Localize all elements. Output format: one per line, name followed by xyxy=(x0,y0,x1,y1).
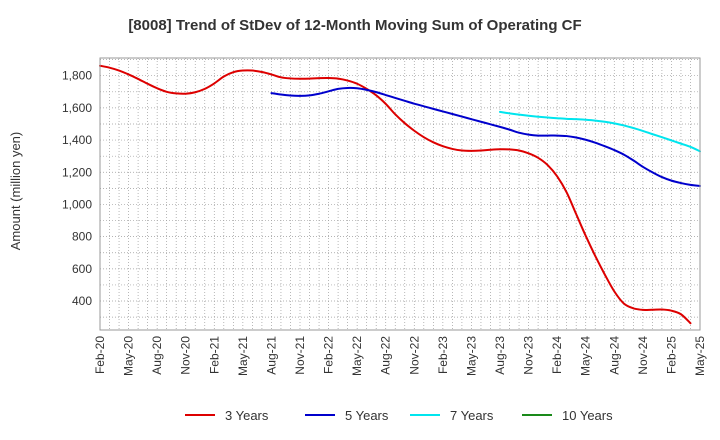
legend: 3 Years 5 Years 7 Years 10 Years xyxy=(185,408,613,423)
y-tick-label: 1,800 xyxy=(62,69,92,83)
y-tick-label: 1,200 xyxy=(62,165,92,179)
legend-label: 7 Years xyxy=(450,408,494,423)
x-tick-label: Nov-24 xyxy=(636,336,650,375)
y-tick-label: 1,600 xyxy=(62,101,92,115)
series-line-3-years xyxy=(99,64,692,325)
x-tick-label: Aug-22 xyxy=(379,336,393,375)
y-tick-label: 400 xyxy=(72,294,92,308)
x-tick-label: Feb-21 xyxy=(207,336,221,374)
plot-area xyxy=(99,57,701,331)
x-tick-label: Nov-20 xyxy=(179,336,193,375)
x-tick-label: Nov-22 xyxy=(407,336,421,375)
x-tick-label: Nov-23 xyxy=(522,336,536,375)
plot-frame xyxy=(99,57,701,331)
x-tick-label: Aug-23 xyxy=(493,336,507,375)
series-line-7-years xyxy=(499,110,701,153)
x-tick-label: May-20 xyxy=(122,336,136,376)
legend-item: 10 Years xyxy=(522,408,613,423)
x-tick-label: May-21 xyxy=(236,336,250,376)
x-tick-label: May-22 xyxy=(350,336,364,376)
x-tick-label: Feb-24 xyxy=(550,336,564,374)
series-line-5-years xyxy=(270,86,701,187)
x-tick-label: May-23 xyxy=(464,336,478,376)
gridlines xyxy=(100,58,700,330)
x-tick-label: Aug-24 xyxy=(607,336,621,375)
legend-item: 7 Years xyxy=(410,408,494,423)
x-tick-label: May-25 xyxy=(693,336,707,376)
legend-label: 10 Years xyxy=(562,408,613,423)
y-tick-label: 1,000 xyxy=(62,197,92,211)
legend-label: 5 Years xyxy=(345,408,389,423)
legend-label: 3 Years xyxy=(225,408,269,423)
legend-item: 5 Years xyxy=(305,408,389,423)
x-tick-label: May-24 xyxy=(579,336,593,376)
series-lines xyxy=(99,64,701,325)
x-tick-label: Aug-21 xyxy=(264,336,278,375)
y-tick-label: 800 xyxy=(72,230,92,244)
y-tick-label: 600 xyxy=(72,262,92,276)
x-tick-label: Nov-21 xyxy=(293,336,307,375)
x-axis-ticks: Feb-20 May-20 Aug-20 Nov-20 Feb-21 May-21 Aug-… xyxy=(93,336,707,376)
x-tick-label: Feb-23 xyxy=(436,336,450,374)
y-axis-label: Amount (million yen) xyxy=(8,132,23,251)
y-tick-label: 1,400 xyxy=(62,133,92,147)
x-tick-label: Aug-20 xyxy=(150,336,164,375)
x-tick-label: Feb-20 xyxy=(93,336,107,374)
y-axis-ticks: 400 600 800 1,000 1,200 1,400 1,600 1,800 xyxy=(62,69,92,308)
x-tick-label: Feb-25 xyxy=(664,336,678,374)
chart-title: [8008] Trend of StDev of 12-Month Moving… xyxy=(128,17,581,34)
legend-item: 3 Years xyxy=(185,408,269,423)
x-tick-label: Feb-22 xyxy=(322,336,336,374)
